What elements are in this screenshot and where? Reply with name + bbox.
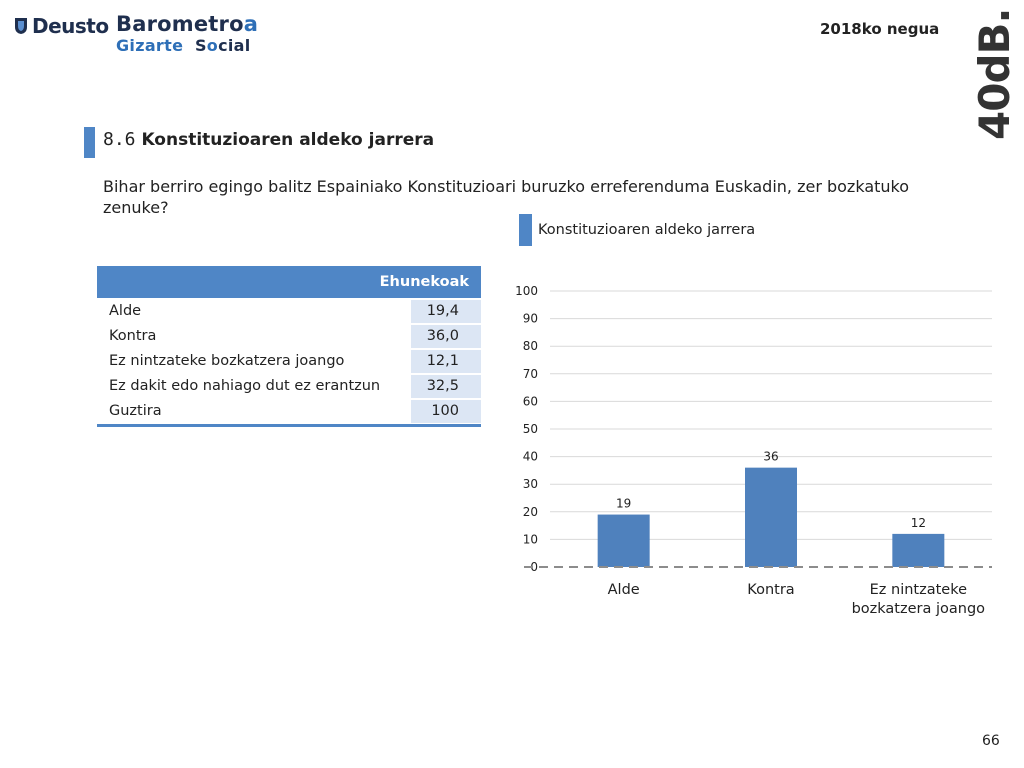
gizarte-social-logo: Gizarte Social (116, 36, 251, 55)
brand-40db-logo: 40dB. (970, 8, 1019, 145)
bar (892, 533, 945, 567)
table-row-label: Guztira (109, 403, 162, 419)
table-bottom-border (97, 424, 481, 427)
deusto-wordmark: Deusto (32, 14, 109, 38)
table-row: Ez nintzateke bozkatzera joango 12,1 (97, 349, 481, 373)
barometro-text: Barometro (116, 12, 244, 36)
y-tick-label: 70 (523, 367, 538, 381)
data-label: 36 (763, 450, 778, 464)
section-number: 8.6 (103, 129, 136, 150)
table-body: Alde 19,4 Kontra 36,0 Ez nintzateke bozkatze… (97, 299, 481, 423)
section-accent-bar (84, 127, 95, 158)
survey-question: Bihar berriro egingo balitz Espainiako K… (103, 177, 910, 217)
barometro-accent: a (243, 12, 259, 36)
y-tick-label: 40 (523, 450, 538, 464)
table-row: Guztira 100 (97, 399, 481, 423)
bar (597, 514, 650, 567)
y-tick-label: 10 (523, 532, 538, 546)
data-label: 12 (911, 516, 926, 530)
social-o: o (206, 36, 219, 55)
x-tick-label: Ez nintzateke (870, 582, 967, 598)
table-row-value: 19,4 (411, 299, 481, 323)
y-tick-label: 60 (523, 394, 538, 408)
table-row-label: Kontra (109, 328, 157, 344)
table-row-label: Ez nintzateke bozkatzera joango (109, 353, 345, 369)
page-number: 66 (982, 733, 1000, 749)
bar-chart: 0 10 20 30 40 50 60 70 80 90 100 19 Alde 36 Kontra 12 Ez… (515, 284, 992, 617)
table-row-value: 100 (411, 399, 481, 423)
table-row-value: 12,1 (411, 349, 481, 373)
chart-title: Konstituzioaren aldeko jarrera (538, 222, 756, 238)
y-tick-label: 50 (523, 422, 538, 436)
barometroa-logo: Barometroa (116, 12, 258, 36)
y-tick-label: 80 (523, 339, 538, 353)
percentages-table: Ehunekoak Alde 19,4 Kontra 36,0 Ez nintzatek… (97, 266, 481, 427)
y-tick-label: 90 (523, 312, 538, 326)
table-row: Ez dakit edo nahiago dut ez erantzun 32,5 (97, 374, 481, 398)
season-label: 2018ko negua (820, 20, 940, 38)
table-row-label: Ez dakit edo nahiago dut ez erantzun (109, 378, 381, 394)
y-tick-label: 30 (523, 477, 538, 491)
y-tick-label: 100 (515, 284, 538, 298)
section-title: 8.6 Konstituzioaren aldeko jarrera (103, 129, 434, 150)
social-s: S (194, 36, 207, 55)
chart-accent-bar (519, 214, 532, 246)
x-tick-label: Kontra (747, 582, 794, 598)
deusto-shield-icon (15, 18, 27, 34)
y-tick-label: 0 (530, 560, 538, 574)
data-label: 19 (616, 497, 631, 511)
table-row-value: 36,0 (411, 324, 481, 348)
bar (745, 467, 797, 567)
gizarte-text: Gizarte (116, 36, 184, 55)
social-rest: cial (218, 36, 251, 55)
x-tick-label: Alde (608, 582, 640, 598)
table-row: Kontra 36,0 (97, 324, 481, 348)
y-tick-label: 20 (523, 505, 538, 519)
table-row-label: Alde (109, 303, 142, 319)
table-row: Alde 19,4 (97, 299, 481, 323)
brand-40db-text: 40dB. (970, 8, 1019, 140)
table-row-value: 32,5 (411, 374, 481, 398)
deusto-logo: Deusto (14, 14, 109, 38)
table-header: Ehunekoak (97, 266, 481, 298)
x-tick-label: bozkatzera joango (852, 601, 986, 617)
section-title-text: Konstituzioaren aldeko jarrera (141, 130, 435, 150)
